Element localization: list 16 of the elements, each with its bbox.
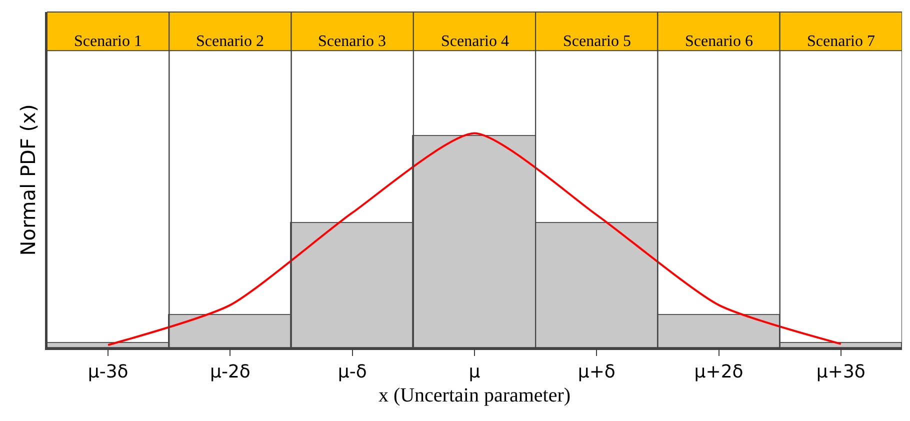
x-tick-label: μ (468, 362, 481, 383)
text: Scenario 5 (563, 33, 631, 50)
x-tick-label: μ+2δ (694, 362, 744, 383)
x-tick-label: μ-δ (338, 362, 367, 383)
text: Scenario 7 (807, 33, 875, 50)
text: Scenario 1 (74, 33, 142, 50)
x-tick-label: μ-3δ (88, 362, 128, 383)
text: Scenario 3 (318, 33, 386, 50)
text: Scenario 2 (196, 33, 264, 50)
y-axis-title: Normal PDF (x) (16, 104, 40, 256)
x-axis-title: x (Uncertain parameter) (378, 384, 571, 407)
text: Scenario 4 (441, 33, 509, 50)
text: Scenario 6 (685, 33, 753, 50)
x-tick-label: μ+3δ (816, 362, 866, 383)
x-tick-label: μ+δ (578, 362, 616, 383)
x-tick-label: μ-2δ (210, 362, 250, 383)
